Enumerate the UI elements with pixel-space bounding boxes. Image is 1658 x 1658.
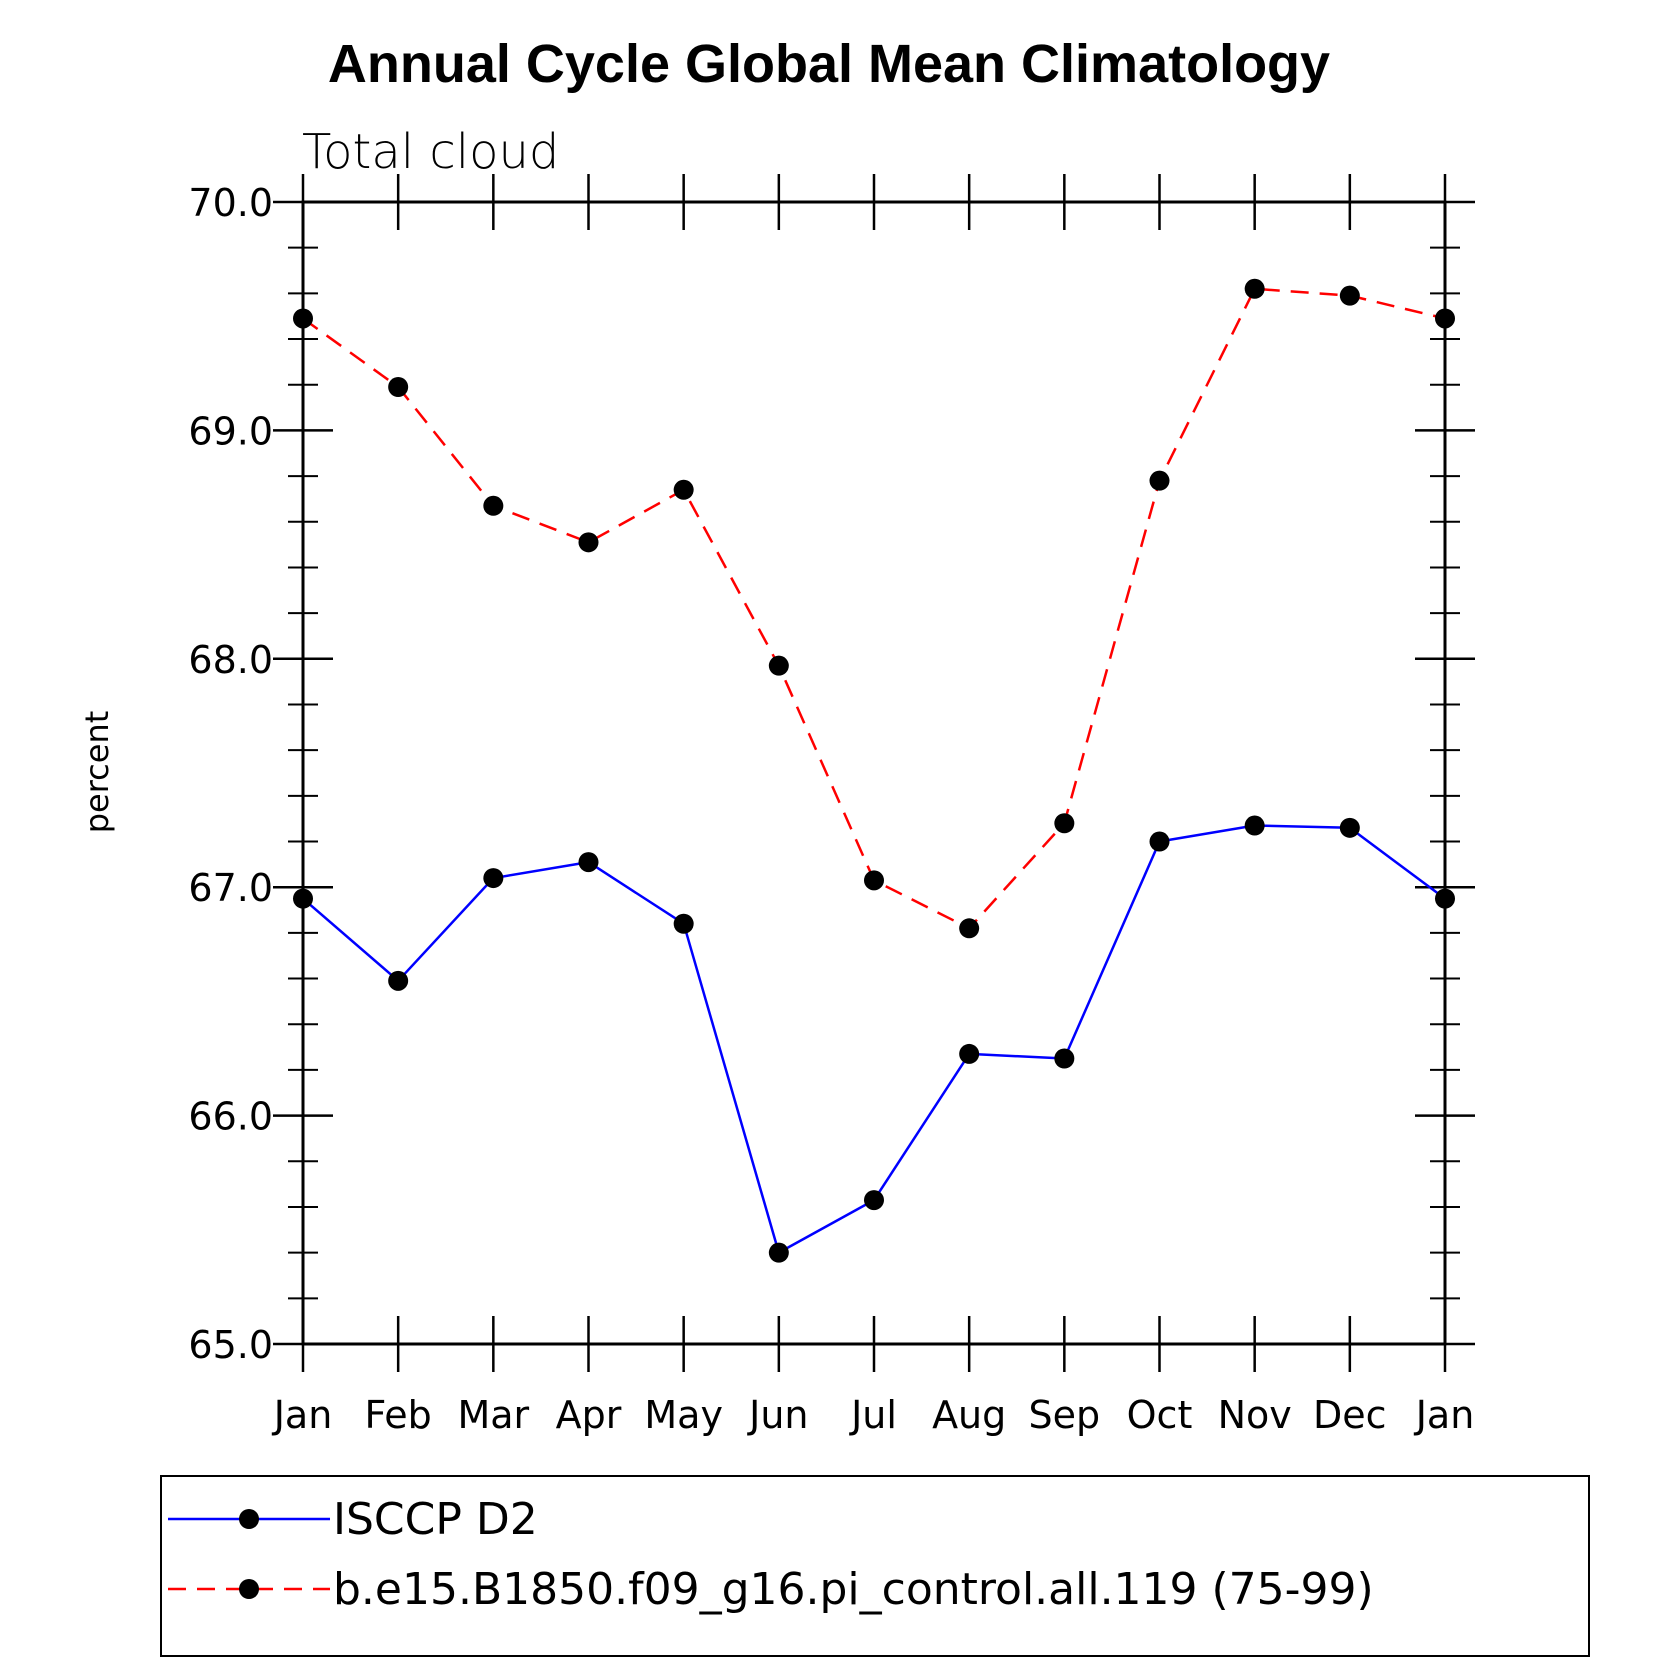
legend-label-series-2: b.e15.B1850.f09_g16.pi_control.all.119 (…	[333, 1564, 1374, 1615]
x-tick-label: Oct	[1127, 1393, 1193, 1437]
x-tick-label: Apr	[556, 1393, 622, 1437]
data-point-series-2	[388, 377, 409, 398]
data-point-series-2	[1054, 813, 1075, 834]
data-point-series-2	[578, 532, 599, 553]
data-point-series-2	[768, 655, 789, 676]
data-point-series-1	[578, 852, 599, 873]
data-point-series-2	[959, 918, 980, 939]
y-axis-label: percent	[78, 711, 116, 834]
series-points	[293, 278, 1455, 1263]
data-point-series-1	[388, 970, 409, 991]
y-tick-label: 66.0	[188, 1095, 273, 1139]
x-tick-label: Mar	[457, 1393, 529, 1437]
y-tick-label: 67.0	[188, 866, 273, 910]
x-tick-label: Sep	[1029, 1393, 1101, 1437]
x-tick-label: Jan	[1414, 1393, 1475, 1437]
legend: ISCCP D2 b.e15.B1850.f09_g16.pi_control.…	[160, 1475, 1590, 1657]
x-tick-labels: Jan Feb Mar Apr May Jun Jul Aug Sep Oct Nov Dec Jan	[272, 1393, 1475, 1437]
legend-box	[160, 1475, 1590, 1657]
legend-label-series-1: ISCCP D2	[333, 1494, 538, 1545]
data-point-series-1	[959, 1043, 980, 1064]
data-point-series-2	[1149, 470, 1170, 491]
series-line-2	[302, 287, 1446, 930]
x-tick-label: Jan	[272, 1393, 333, 1437]
data-point-series-1	[1054, 1048, 1075, 1069]
y-tick-labels: 65.0 66.0 67.0 68.0 69.0 70.0	[188, 181, 273, 1367]
data-point-series-2	[673, 479, 694, 500]
chart-subtitle: Total cloud	[302, 124, 559, 180]
legend-marker-series-2	[239, 1579, 259, 1599]
data-point-series-1	[1339, 817, 1360, 838]
data-point-series-2	[864, 870, 884, 891]
data-point-series-1	[768, 1242, 789, 1263]
data-point-series-1	[864, 1190, 884, 1211]
y-tick-label: 68.0	[188, 638, 273, 682]
data-point-series-1	[1149, 831, 1170, 852]
data-point-series-1	[483, 868, 504, 889]
data-point-series-1	[1244, 815, 1265, 836]
data-point-series-2	[1244, 278, 1265, 299]
y-tick-label: 69.0	[188, 409, 273, 453]
series-lines	[302, 287, 1446, 1254]
legend-marker-series-1	[239, 1509, 259, 1529]
x-tick-label: Aug	[932, 1393, 1006, 1437]
y-tick-label: 70.0	[188, 181, 273, 225]
y-tick-label: 65.0	[188, 1323, 273, 1367]
x-tick-label: Dec	[1313, 1393, 1387, 1437]
x-tick-label: Jun	[747, 1393, 808, 1437]
data-point-series-1	[673, 913, 694, 934]
x-tick-label: Feb	[365, 1393, 432, 1437]
plot-frame	[301, 200, 1447, 1346]
x-tick-label: May	[644, 1393, 723, 1437]
data-point-series-2	[1339, 285, 1360, 306]
data-point-series-2	[483, 495, 504, 516]
x-tick-label: Nov	[1218, 1393, 1292, 1437]
x-tick-label: Jul	[849, 1393, 897, 1437]
chart-title: Annual Cycle Global Mean Climatology	[328, 34, 1330, 94]
